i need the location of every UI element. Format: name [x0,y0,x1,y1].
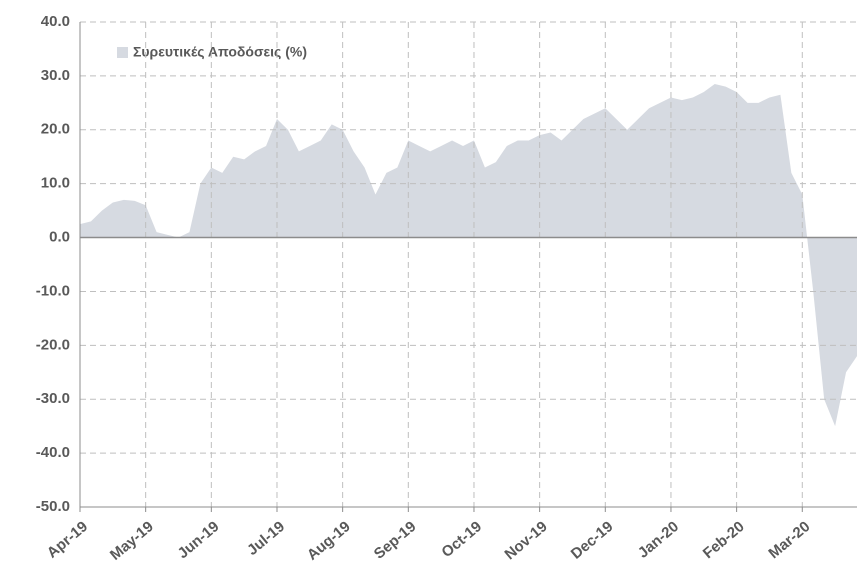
legend-label: Συρευτικές Αποδόσεις (%) [133,44,307,60]
area [80,83,857,427]
x-tick-label: Aug-19 [304,518,354,564]
x-tick-label: Sep-19 [371,518,420,563]
x-tick-label: Feb-20 [700,518,748,562]
x-tick-label: Jan-20 [635,518,682,562]
y-tick-label: 10.0 [41,175,70,192]
y-tick-label: -20.0 [36,336,70,353]
y-tick-label: 20.0 [41,121,70,138]
y-tick-label: 40.0 [41,13,70,30]
y-tick-label: -10.0 [36,282,70,299]
x-tick-label: Dec-19 [568,518,617,563]
x-tick-label: Apr-19 [44,518,91,562]
x-tick-label: Jul-19 [244,518,288,559]
y-tick-label: -40.0 [36,444,70,461]
x-tick-label: Oct-19 [438,518,485,561]
x-tick-label: May-19 [107,518,157,564]
x-tick-label: Jun-19 [174,518,222,562]
x-tick-label: Mar-20 [765,518,813,562]
y-tick-label: 0.0 [49,229,70,246]
y-tick-label: 30.0 [41,67,70,84]
y-tick-label: -30.0 [36,390,70,407]
legend-swatch [117,47,128,58]
y-tick-label: -50.0 [36,498,70,515]
x-tick-label: Nov-19 [502,518,551,563]
